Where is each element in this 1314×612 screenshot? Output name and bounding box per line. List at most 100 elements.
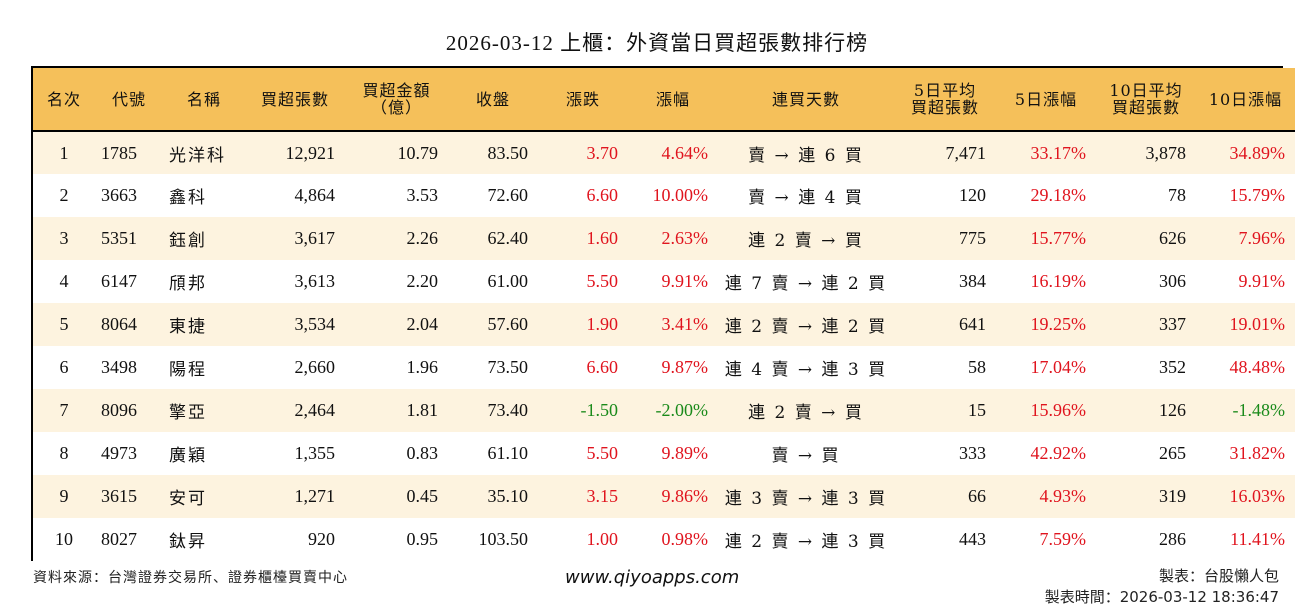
avg10-lots-cell: 352 — [1159, 357, 1186, 377]
table-row[interactable]: 10 8027 鈦昇 920 0.95 103.50 1.00 0.98% 連 2 賣 → 連 … — [33, 518, 1295, 561]
stock-code-cell: 1785 — [101, 142, 137, 163]
close-price-cell: 83.50 — [487, 142, 529, 163]
table-row[interactable]: 2 3663 鑫科 4,864 3.53 72.60 6.60 10.00% 賣 → 連 4 買… — [33, 174, 1295, 217]
pct5-cell: 15.77% — [1030, 228, 1087, 248]
ranking-table: 名次 代號 名稱 買超張數 買超金額 （億） 收盤 漲跌 漲幅 連買天數 5日平均 買超張數 5日漲幅 1… — [33, 68, 1295, 561]
column-header-line1: 10日平均 — [1109, 81, 1183, 100]
column-header-line2: 買超張數 — [1111, 98, 1180, 117]
stock-name-cell: 東捷 — [169, 317, 207, 337]
avg10-lots-cell: 126 — [1159, 400, 1186, 420]
pct-change-cell: 4.64% — [661, 142, 709, 163]
close-price-cell: 62.40 — [487, 228, 529, 248]
table-row[interactable]: 8 4973 廣穎 1,355 0.83 61.10 5.50 9.89% 賣 → 買 333 42… — [33, 432, 1295, 475]
avg10-lots-cell: 286 — [1159, 529, 1186, 549]
stock-code-cell: 8096 — [101, 400, 137, 420]
rank-cell: 6 — [59, 357, 69, 377]
table-row[interactable]: 1 1785 光洋科 12,921 10.79 83.50 3.70 4.64% 賣 → 連 6… — [33, 131, 1295, 174]
buy-streak-cell: 賣 → 買 — [771, 446, 841, 466]
net-buy-lots-cell: 1,355 — [294, 443, 336, 463]
pct10-cell: 34.89% — [1229, 142, 1286, 163]
avg5-lots-cell: 775 — [959, 228, 986, 248]
avg10-lots-cell: 319 — [1159, 486, 1186, 506]
buy-streak-cell: 連 2 賣 → 連 2 買 — [724, 317, 888, 337]
net-buy-amount-cell: 3.53 — [406, 185, 439, 205]
pct-change-cell: 3.41% — [661, 314, 709, 334]
column-header-line1: 連買天數 — [771, 89, 840, 109]
made-time: 製表時間：2026-03-12 18:36:47 — [1044, 588, 1279, 606]
table-row[interactable]: 4 6147 頎邦 3,613 2.20 61.00 5.50 9.91% 連 7 賣 → 連 … — [33, 260, 1295, 303]
pct-change-cell: 9.86% — [661, 486, 709, 506]
avg10-lots-cell: 265 — [1159, 443, 1186, 463]
column-header-name: 名稱 — [163, 68, 245, 131]
column-header-line1: 5日漲幅 — [1014, 89, 1078, 109]
avg5-lots-cell: 641 — [959, 314, 986, 334]
maker-info: 製表：台股懶人包 製表時間：2026-03-12 18:36:47 — [1045, 566, 1279, 608]
pct5-cell: 29.18% — [1030, 185, 1087, 205]
net-buy-lots-cell: 3,613 — [294, 271, 336, 291]
avg5-lots-cell: 384 — [959, 271, 986, 291]
column-header-rank: 名次 — [33, 68, 95, 131]
pct5-cell: 19.25% — [1030, 314, 1087, 334]
buy-streak-cell: 賣 → 連 4 買 — [748, 188, 864, 208]
net-buy-amount-cell: 0.83 — [406, 443, 439, 463]
stock-code-cell: 3663 — [101, 185, 137, 205]
price-change-cell: -1.50 — [580, 400, 619, 420]
website-link[interactable]: www.qiyoapps.com — [565, 567, 740, 588]
column-header-line1: 買超張數 — [260, 89, 329, 109]
avg10-lots-cell: 78 — [1168, 185, 1186, 205]
maker-label: 製表：台股懶人包 — [1158, 567, 1279, 585]
pct5-cell: 17.04% — [1030, 357, 1087, 377]
stock-code-cell: 5351 — [101, 228, 137, 248]
avg5-lots-cell: 120 — [959, 185, 986, 205]
pct10-cell: 19.01% — [1229, 314, 1286, 334]
table-row[interactable]: 6 3498 陽程 2,660 1.96 73.50 6.60 9.87% 連 4 賣 → 連 … — [33, 346, 1295, 389]
net-buy-lots-cell: 2,660 — [294, 357, 336, 377]
table-row[interactable]: 5 8064 東捷 3,534 2.04 57.60 1.90 3.41% 連 2 賣 → 連 … — [33, 303, 1295, 346]
net-buy-amount-cell: 2.20 — [406, 271, 439, 291]
pct5-cell: 7.59% — [1039, 529, 1087, 549]
avg10-lots-cell: 626 — [1159, 228, 1186, 248]
stock-code-cell: 4973 — [101, 443, 137, 463]
close-price-cell: 103.50 — [478, 529, 529, 549]
table-row[interactable]: 3 5351 鈺創 3,617 2.26 62.40 1.60 2.63% 連 2 賣 → 買 7… — [33, 217, 1295, 260]
price-change-cell: 6.60 — [586, 185, 619, 205]
avg5-lots-cell: 58 — [968, 357, 986, 377]
buy-streak-cell: 賣 → 連 6 買 — [748, 145, 864, 166]
avg5-lots-cell: 333 — [959, 443, 986, 463]
pct5-cell: 15.96% — [1030, 400, 1087, 420]
column-header-buy-streak: 連買天數 — [718, 68, 894, 131]
data-source-note: 資料來源：台灣證券交易所、證券櫃檯買賣中心 — [33, 570, 348, 586]
net-buy-lots-cell: 12,921 — [285, 142, 336, 163]
pct-change-cell: 9.89% — [661, 443, 709, 463]
table-row[interactable]: 9 3615 安可 1,271 0.45 35.10 3.15 9.86% 連 3 賣 → 連 … — [33, 475, 1295, 518]
buy-streak-cell: 連 3 賣 → 連 3 買 — [724, 489, 888, 509]
price-change-cell: 1.60 — [586, 228, 619, 248]
page-title: 2026-03-12 上櫃：外資當日買超張數排行榜 — [445, 31, 869, 55]
stock-code-cell: 8027 — [101, 529, 137, 549]
price-change-cell: 5.50 — [586, 443, 619, 463]
stock-name-cell: 鈦昇 — [169, 532, 207, 552]
stock-code-cell: 3498 — [101, 357, 137, 377]
rank-cell: 3 — [59, 228, 69, 248]
close-price-cell: 72.60 — [487, 185, 529, 205]
stock-code-cell: 6147 — [101, 271, 137, 291]
avg5-lots-cell: 15 — [968, 400, 986, 420]
header-row: 名次 代號 名稱 買超張數 買超金額 （億） 收盤 漲跌 漲幅 連買天數 5日平均 買超張數 5日漲幅 1… — [33, 68, 1295, 131]
rank-cell: 5 — [59, 314, 69, 334]
pct10-cell: 15.79% — [1229, 185, 1286, 205]
price-change-cell: 1.90 — [586, 314, 619, 334]
avg5-lots-cell: 7,471 — [945, 142, 987, 163]
price-change-cell: 6.60 — [586, 357, 619, 377]
column-header-line2: （億） — [370, 98, 422, 117]
net-buy-lots-cell: 1,271 — [294, 486, 336, 506]
column-header-line1: 名次 — [46, 89, 81, 109]
pct-change-cell: 9.87% — [661, 357, 709, 377]
table-header: 名次 代號 名稱 買超張數 買超金額 （億） 收盤 漲跌 漲幅 連買天數 5日平均 買超張數 5日漲幅 1… — [33, 68, 1295, 131]
rank-cell: 10 — [55, 529, 73, 549]
stock-code-cell: 8064 — [101, 314, 137, 334]
column-header-close: 收盤 — [448, 68, 538, 131]
net-buy-lots-cell: 3,617 — [294, 228, 336, 248]
table-row[interactable]: 7 8096 擎亞 2,464 1.81 73.40 -1.50 -2.00% 連 2 賣 → … — [33, 389, 1295, 432]
net-buy-amount-cell: 1.81 — [406, 400, 439, 420]
column-header-line1: 10日漲幅 — [1208, 89, 1283, 109]
